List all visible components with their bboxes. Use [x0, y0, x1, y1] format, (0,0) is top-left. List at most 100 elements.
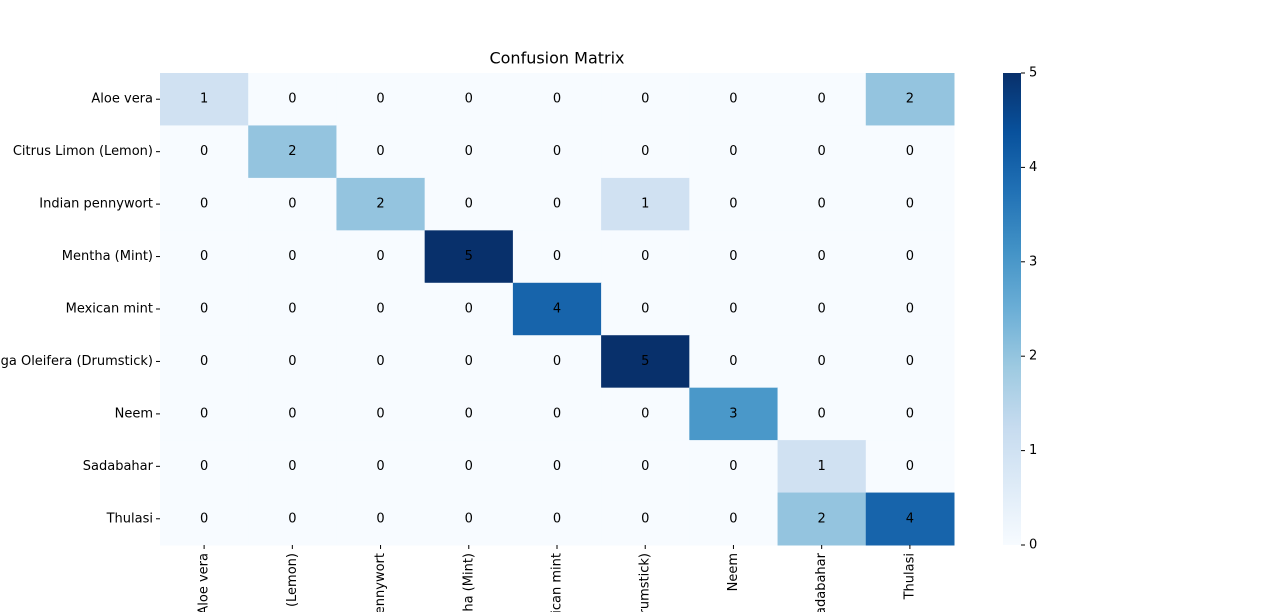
heatmap-cell	[512, 230, 602, 284]
heatmap-cell	[777, 282, 867, 336]
cell-label: 0	[818, 249, 826, 264]
heatmap-cell	[424, 73, 514, 126]
heatmap-cell	[689, 230, 779, 284]
cell-label: 0	[376, 511, 384, 526]
cell-label: 0	[465, 406, 473, 421]
heatmap-cell	[601, 125, 690, 179]
heatmap-cell	[689, 335, 779, 389]
cell-label: 0	[818, 354, 826, 369]
x-tick-label: Moringa Oleifera (Drumstick)	[638, 553, 653, 612]
heatmap-cell	[248, 492, 337, 546]
heatmap-cell	[777, 230, 867, 284]
cell-label: 0	[729, 144, 737, 159]
cell-label: 0	[729, 459, 737, 474]
heatmap-cell	[248, 73, 337, 126]
x-tick-label: Citrus Limon (Lemon)	[285, 553, 300, 612]
y-tick-label: Aloe vera	[91, 92, 153, 107]
cell-label: 0	[818, 302, 826, 317]
cell-label: 5	[465, 249, 473, 264]
heatmap-cell	[777, 440, 867, 494]
x-tick-label: Mexican mint	[550, 553, 565, 612]
cell-label: 0	[729, 354, 737, 369]
cell-label: 0	[553, 406, 561, 421]
heatmap-cell	[689, 440, 779, 494]
cell-label: 0	[553, 197, 561, 212]
cell-label: 0	[906, 406, 914, 421]
heatmap-cell	[865, 73, 955, 126]
heatmap-cell	[601, 282, 690, 336]
cell-label: 0	[288, 406, 296, 421]
heatmap-cell	[512, 335, 602, 389]
heatmap-cell	[160, 125, 249, 179]
heatmap-cell	[424, 282, 514, 336]
heatmap-cell	[601, 387, 690, 441]
heatmap-cell	[336, 73, 426, 126]
heatmap-cell	[160, 73, 249, 126]
cell-label: 5	[641, 354, 649, 369]
cell-label: 0	[376, 459, 384, 474]
heatmap-cell	[601, 335, 690, 389]
cell-label: 0	[729, 249, 737, 264]
heatmap-cell	[865, 230, 955, 284]
heatmap-cell	[248, 125, 337, 179]
cell-label: 0	[376, 406, 384, 421]
cell-label: 0	[641, 92, 649, 107]
cell-label: 0	[906, 302, 914, 317]
chart-title: Confusion Matrix	[489, 49, 624, 68]
y-tick-label: Indian pennywort	[39, 197, 153, 212]
heatmap-cell	[865, 335, 955, 389]
heatmap-cell	[601, 440, 690, 494]
y-tick-label: Mentha (Mint)	[62, 249, 153, 264]
heatmap-cell	[336, 177, 426, 231]
y-tick-label: Moringa Oleifera (Drumstick)	[0, 354, 153, 369]
cell-label: 0	[818, 197, 826, 212]
heatmap-cell	[689, 177, 779, 231]
cell-label: 0	[641, 249, 649, 264]
cell-label: 0	[200, 302, 208, 317]
heatmap-cell	[601, 492, 690, 546]
cell-label: 0	[200, 511, 208, 526]
heatmap-cell	[601, 230, 690, 284]
heatmap-cell	[424, 125, 514, 179]
heatmap-cell	[689, 387, 779, 441]
cell-label: 4	[906, 511, 914, 526]
heatmap-cell	[248, 177, 337, 231]
heatmap-cell	[865, 387, 955, 441]
heatmap-cell	[512, 440, 602, 494]
cell-label: 0	[553, 459, 561, 474]
heatmap-cell	[512, 492, 602, 546]
colorbar-tick-label: 2	[1029, 349, 1037, 364]
cell-label: 0	[906, 249, 914, 264]
cell-label: 2	[906, 92, 914, 107]
heatmap-cell	[160, 387, 249, 441]
heatmap-cell	[512, 387, 602, 441]
heatmap-cell	[248, 282, 337, 336]
x-tick-label: Thulasi	[902, 553, 917, 600]
heatmap-cell	[689, 125, 779, 179]
heatmap-cell	[777, 73, 867, 126]
cell-label: 0	[288, 249, 296, 264]
cell-label: 0	[465, 144, 473, 159]
heatmap-cell	[336, 230, 426, 284]
cell-label: 0	[376, 354, 384, 369]
heatmap-cell	[865, 125, 955, 179]
cell-label: 3	[729, 406, 737, 421]
y-tick-label: Sadabahar	[83, 459, 154, 474]
cell-label: 0	[906, 144, 914, 159]
colorbar-tick-label: 3	[1029, 254, 1037, 269]
cell-label: 0	[465, 459, 473, 474]
cell-label: 0	[729, 511, 737, 526]
heatmap-cell	[777, 125, 867, 179]
cell-label: 0	[288, 459, 296, 474]
cell-label: 0	[906, 459, 914, 474]
cell-label: 0	[465, 197, 473, 212]
y-tick-label: Thulasi	[106, 511, 153, 526]
heatmap-cell	[601, 177, 690, 231]
colorbar-tick-label: 5	[1029, 66, 1037, 81]
cell-label: 0	[465, 511, 473, 526]
cell-label: 0	[553, 144, 561, 159]
x-tick-label: Mentha (Mint)	[461, 553, 476, 612]
heatmap-cell	[689, 282, 779, 336]
y-tick-label: Citrus Limon (Lemon)	[13, 144, 153, 159]
